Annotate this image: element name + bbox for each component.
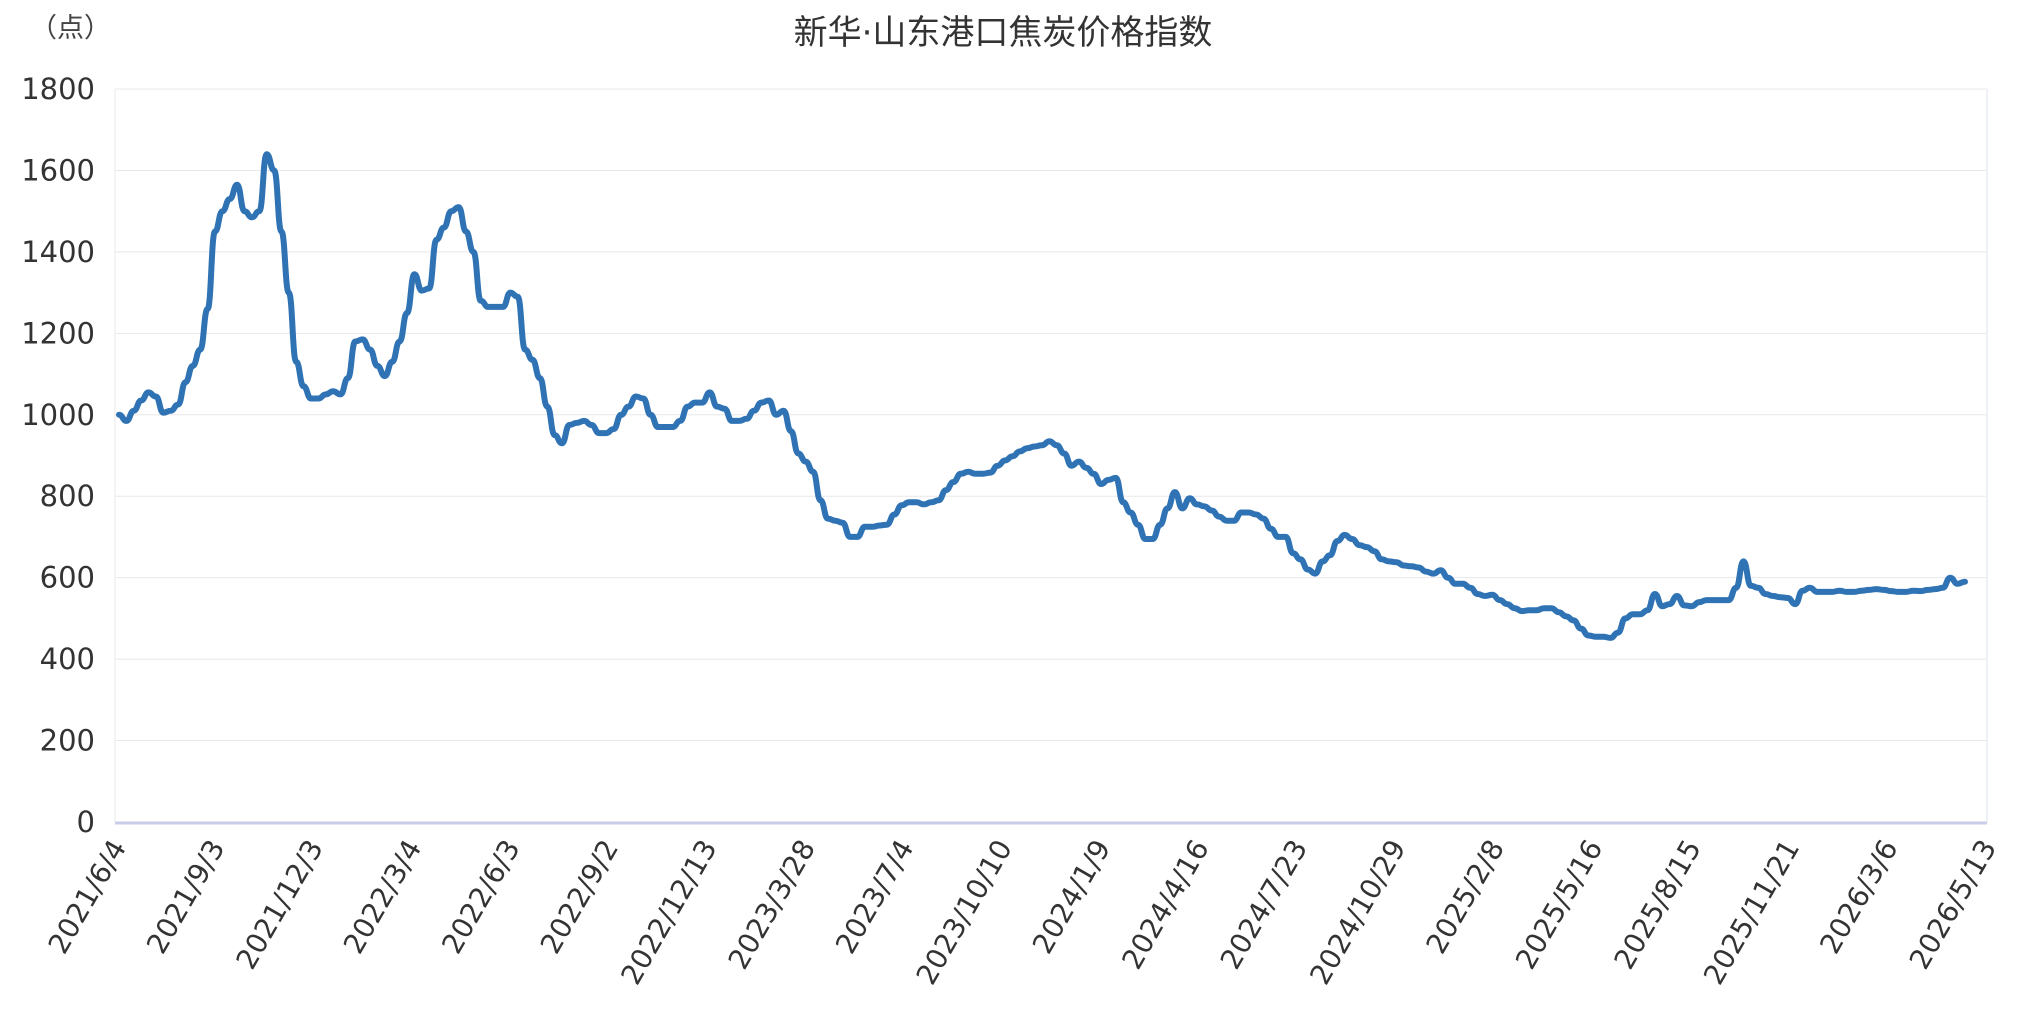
x-tick-label: 2023/7/4 <box>829 834 920 959</box>
gridlines <box>115 88 1987 742</box>
y-tick-label: 1800 <box>21 72 95 106</box>
y-tick-label: 1200 <box>21 316 95 350</box>
series-layer <box>116 151 1968 641</box>
x-tick-label: 2022/3/4 <box>337 834 428 959</box>
x-tick-label: 2026/3/6 <box>1813 834 1904 959</box>
x-tick-label: 2021/12/3 <box>230 834 330 975</box>
y-tick-label: 1000 <box>21 398 95 432</box>
y-tick-label: 800 <box>40 479 95 513</box>
y-tick-label: 200 <box>40 724 95 758</box>
y-tick-label: 600 <box>40 561 95 595</box>
x-tick-label: 2024/10/29 <box>1303 834 1412 990</box>
y-tick-label: 1400 <box>21 235 95 269</box>
x-tick-label: 2024/4/16 <box>1115 834 1215 975</box>
x-tick-label: 2022/6/3 <box>435 834 526 959</box>
y-tick-label: 1600 <box>21 153 95 187</box>
chart-title: 新华·山东港口焦炭价格指数 <box>794 13 1213 53</box>
x-tick-label: 2023/10/10 <box>910 834 1019 990</box>
x-tick-label: 2025/11/21 <box>1697 834 1806 990</box>
y-tick-label: 400 <box>40 642 95 676</box>
x-tick-label: 2024/1/9 <box>1026 834 1117 959</box>
x-tick-label: 2021/9/3 <box>140 834 231 959</box>
y-axis-unit-label: （点） <box>30 13 111 44</box>
x-tick-label: 2025/2/8 <box>1419 834 1510 959</box>
price-index-line <box>116 151 1968 641</box>
y-axis-tick-labels: 0 200 400 600 800 1000 1200 1400 1600 1800 <box>21 72 95 839</box>
x-tick-label: 2022/12/13 <box>614 834 723 990</box>
x-tick-label: 2025/8/15 <box>1607 834 1707 975</box>
x-tick-label: 2025/5/16 <box>1509 834 1609 975</box>
x-tick-label: 2024/7/23 <box>1214 834 1314 975</box>
axes <box>114 89 1988 825</box>
x-tick-label: 2023/3/28 <box>722 834 822 975</box>
x-tick-label: 2021/6/4 <box>42 834 133 959</box>
y-tick-label: 0 <box>77 805 95 839</box>
x-tick-label: 2022/9/2 <box>534 834 625 959</box>
x-tick-label: 2026/5/13 <box>1903 834 2003 975</box>
